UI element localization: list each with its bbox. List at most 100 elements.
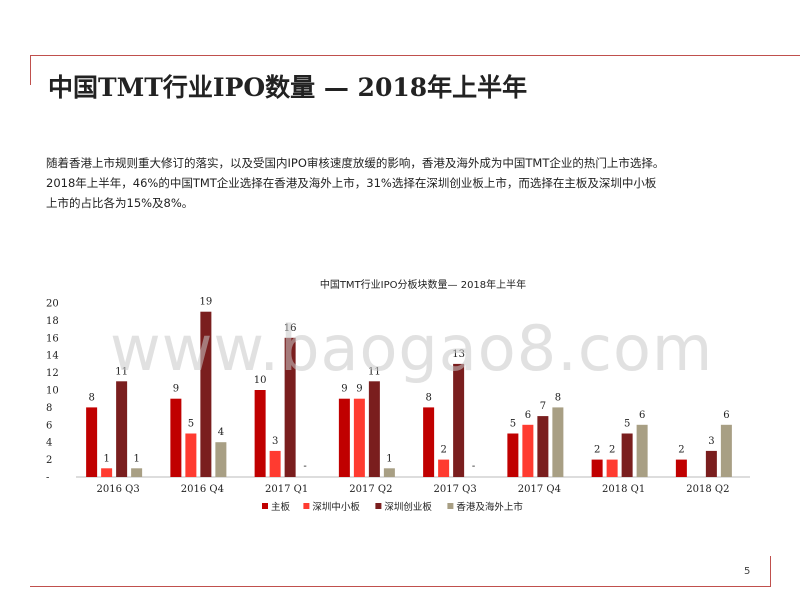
data-label: 1 [386, 453, 392, 464]
data-label: 8 [555, 392, 561, 403]
bar-main_board [170, 398, 182, 477]
bar-sme_board [353, 398, 365, 477]
y-tick-label: 4 [46, 438, 52, 449]
data-label: 8 [88, 392, 94, 403]
data-label: 10 [254, 375, 267, 386]
data-label: 3 [272, 436, 278, 447]
bar-main_board [254, 390, 266, 477]
bar-hk_overseas [215, 442, 227, 477]
y-tick-label: - [46, 473, 49, 484]
ipo-bar-chart: 中国TMT行业IPO分板块数量— 2018年上半年-24681012141618… [46, 278, 750, 513]
bar-chinext [621, 433, 633, 477]
data-label: 1 [133, 453, 139, 464]
data-label: 5 [624, 419, 630, 430]
data-label: 4 [218, 427, 224, 438]
legend-swatch [447, 503, 454, 509]
y-tick-label: 2 [46, 455, 52, 466]
footer-rule-right [770, 556, 771, 587]
data-label: - [472, 461, 475, 472]
legend-swatch [303, 503, 310, 509]
slide-title: 中国TMT行业IPO数量 — 2018年上半年 [48, 73, 528, 102]
bar-chinext [537, 416, 549, 477]
paragraph-line: 2018年上半年，46%的中国TMT企业选择在香港及海外上市，31%选择在深圳创… [46, 176, 657, 190]
page-number: 5 [744, 566, 751, 577]
watermark-text: www.baogao8.com [110, 312, 714, 385]
x-tick-label: 2016 Q4 [181, 484, 224, 495]
legend-label: 深圳中小板 [312, 501, 360, 513]
header-rule-left [30, 55, 31, 85]
bar-main_board [507, 433, 519, 477]
y-tick-label: 20 [46, 299, 59, 310]
ipo-chart: 中国TMT行业IPO分板块数量— 2018年上半年 -2 4 6 8 10 12 14 16 18… [40, 272, 760, 532]
bar-main_board [591, 459, 603, 477]
bar-chinext [284, 337, 296, 477]
y-tick-label: 10 [46, 386, 59, 397]
bar-main_board [675, 459, 687, 477]
x-tick-label: 2017 Q4 [518, 484, 561, 495]
y-tick-label: 6 [46, 420, 52, 431]
chart-title: 中国TMT行业IPO分板块数量— 2018年上半年 [320, 278, 526, 291]
y-tick-label: 18 [46, 316, 59, 327]
data-label: 9 [173, 384, 179, 395]
bar-chinext [200, 311, 212, 477]
paragraph-line: 上市的占比各为15%及8%。 [46, 196, 194, 210]
x-tick-label: 2018 Q1 [602, 484, 645, 495]
data-label: 9 [341, 384, 347, 395]
data-label: 5 [510, 419, 516, 430]
data-label: 19 [200, 297, 213, 308]
x-tick-label: 2017 Q1 [265, 484, 308, 495]
data-label: 9 [356, 384, 362, 395]
bar-main_board [338, 398, 350, 477]
data-label: 5 [188, 419, 194, 430]
paragraph-line: 随着香港上市规则重大修订的落实，以及受国内IPO审核速度放缓的影响，香港及海外成… [46, 156, 665, 170]
bar-chinext [116, 381, 128, 477]
legend-swatch [262, 503, 268, 509]
data-label: 2 [440, 445, 446, 456]
bar-sme_board [269, 450, 281, 477]
data-label: 8 [425, 392, 431, 403]
data-label: 6 [525, 410, 531, 421]
y-tick-label: 8 [46, 403, 52, 414]
data-label: 16 [284, 323, 297, 334]
data-label: 13 [452, 349, 465, 360]
bar-sme_board [101, 468, 113, 477]
bar-hk_overseas [383, 468, 395, 477]
data-label: 6 [639, 410, 645, 421]
data-label: 1 [103, 453, 109, 464]
bar-hk_overseas [131, 468, 143, 477]
y-tick-label: 12 [46, 368, 59, 379]
bar-sme_board [522, 424, 534, 477]
data-label: - [303, 461, 306, 472]
x-tick-label: 2018 Q2 [686, 484, 729, 495]
footer-rule [30, 586, 770, 587]
data-label: 11 [368, 366, 381, 377]
x-tick-label: 2017 Q2 [349, 484, 392, 495]
data-label: 11 [115, 366, 128, 377]
bar-hk_overseas [552, 407, 564, 477]
y-tick-label: 16 [46, 333, 59, 344]
legend-label: 主板 [271, 501, 291, 513]
bar-sme_board [606, 459, 618, 477]
bar-chinext [368, 381, 380, 477]
data-label: 2 [594, 445, 600, 456]
data-label: 7 [540, 401, 546, 412]
header-rule [30, 55, 800, 56]
data-label: 2 [609, 445, 615, 456]
x-tick-label: 2016 Q3 [97, 484, 140, 495]
bar-main_board [86, 407, 98, 477]
legend-swatch [375, 503, 382, 509]
legend-label: 深圳创业板 [384, 501, 432, 513]
bar-chinext [705, 450, 717, 477]
summary-paragraph: 随着香港上市规则重大修订的落实，以及受国内IPO审核速度放缓的影响，香港及海外成… [46, 153, 766, 213]
x-tick-label: 2017 Q3 [434, 484, 477, 495]
bar-hk_overseas [720, 424, 732, 477]
bar-chinext [453, 363, 465, 477]
data-label: 6 [723, 410, 729, 421]
bar-hk_overseas [636, 424, 648, 477]
y-tick-label: 14 [46, 351, 59, 362]
bar-sme_board [438, 459, 450, 477]
bar-main_board [423, 407, 435, 477]
data-label: 3 [708, 436, 714, 447]
data-label: 2 [678, 445, 684, 456]
bar-sme_board [185, 433, 197, 477]
